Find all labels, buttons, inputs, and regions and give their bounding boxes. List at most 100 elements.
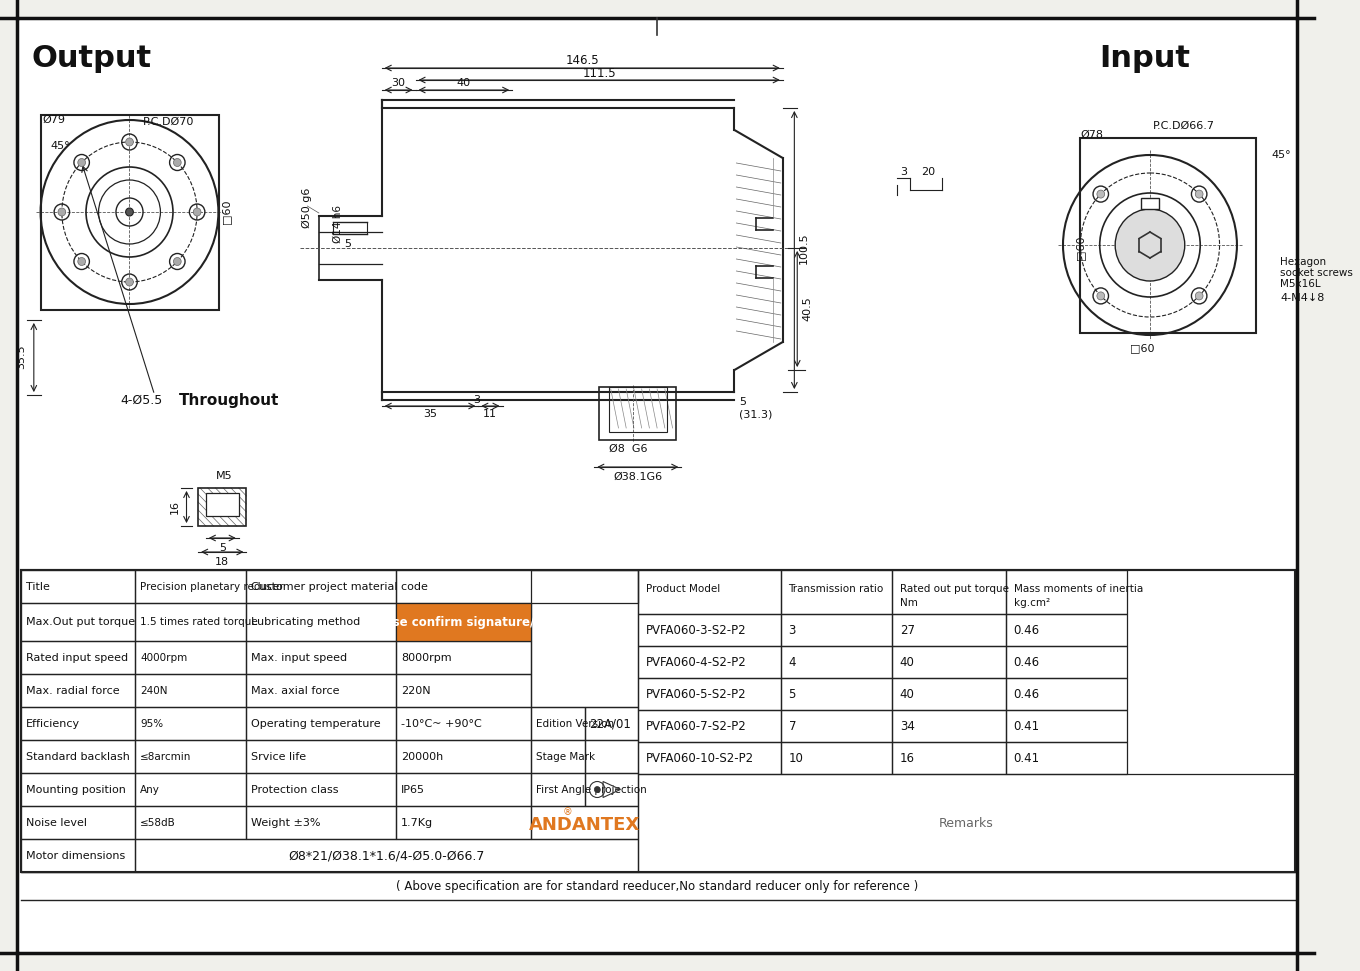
Text: 27: 27 [900, 623, 915, 637]
Text: PVFA060-10-S2-P2: PVFA060-10-S2-P2 [646, 752, 753, 764]
Text: Ø14 h6: Ø14 h6 [333, 205, 343, 243]
Text: 22A/01: 22A/01 [589, 717, 631, 730]
Text: Ø50 g6: Ø50 g6 [302, 187, 313, 228]
Text: 3: 3 [789, 623, 796, 637]
Text: P.C.DØ70: P.C.DØ70 [143, 117, 194, 127]
Text: 10: 10 [789, 752, 804, 764]
Circle shape [1098, 190, 1104, 198]
Text: 4-Ø5.5: 4-Ø5.5 [121, 393, 163, 407]
Text: 0.41: 0.41 [1013, 720, 1040, 732]
Text: 40.5: 40.5 [802, 296, 812, 321]
Text: 146.5: 146.5 [566, 53, 598, 66]
Circle shape [1115, 209, 1185, 281]
Text: 4000rpm: 4000rpm [140, 653, 188, 662]
Text: 16: 16 [170, 500, 180, 514]
Text: Efficiency: Efficiency [26, 719, 80, 728]
Text: 5: 5 [344, 239, 351, 249]
Text: 3: 3 [900, 167, 907, 177]
Circle shape [125, 278, 133, 286]
Text: □60: □60 [222, 200, 231, 224]
Text: 45°: 45° [1272, 150, 1292, 160]
Text: Lubricating method: Lubricating method [252, 617, 360, 627]
Text: 11: 11 [483, 409, 496, 419]
Text: PVFA060-4-S2-P2: PVFA060-4-S2-P2 [646, 655, 747, 668]
Text: Ø8  G6: Ø8 G6 [609, 444, 647, 454]
Text: 111.5: 111.5 [582, 66, 616, 80]
Text: Please confirm signature/date: Please confirm signature/date [363, 616, 564, 628]
Text: Stage Mark: Stage Mark [536, 752, 596, 761]
Text: kg.cm²: kg.cm² [1013, 598, 1050, 608]
Text: socket screws: socket screws [1280, 268, 1353, 278]
Circle shape [125, 208, 133, 216]
Text: 0.46: 0.46 [1013, 687, 1040, 700]
Text: Protection class: Protection class [252, 785, 339, 794]
Text: 5: 5 [740, 397, 747, 407]
Text: Operating temperature: Operating temperature [252, 719, 381, 728]
Polygon shape [18, 18, 1297, 953]
Text: 40: 40 [900, 655, 914, 668]
Text: □60: □60 [1076, 236, 1085, 260]
Text: Output: Output [31, 44, 152, 73]
Circle shape [78, 257, 86, 265]
Text: 100.5: 100.5 [800, 232, 809, 264]
Text: IP65: IP65 [401, 785, 426, 794]
Text: Weight ±3%: Weight ±3% [252, 818, 321, 827]
Text: 3: 3 [473, 395, 480, 405]
Text: 0.46: 0.46 [1013, 623, 1040, 637]
Text: P.C.DØ66.7: P.C.DØ66.7 [1153, 121, 1214, 131]
Text: Transmission ratio: Transmission ratio [789, 584, 884, 594]
Text: Nm: Nm [900, 598, 918, 608]
Text: 95%: 95% [140, 719, 163, 728]
Text: Ø38.1G6: Ø38.1G6 [613, 472, 662, 482]
Text: 4: 4 [789, 655, 796, 668]
Text: 35.5: 35.5 [16, 345, 26, 369]
Text: 7: 7 [789, 720, 796, 732]
Text: 5: 5 [219, 543, 226, 553]
Text: Product Model: Product Model [646, 584, 719, 594]
Polygon shape [396, 603, 532, 641]
Circle shape [1195, 292, 1204, 300]
Text: 1.5 times rated torque: 1.5 times rated torque [140, 617, 258, 627]
Text: 45°: 45° [50, 141, 69, 151]
Text: 1.7Kg: 1.7Kg [401, 818, 434, 827]
Text: -10°C~ +90°C: -10°C~ +90°C [401, 719, 481, 728]
Circle shape [125, 138, 133, 146]
Text: ≤58dB: ≤58dB [140, 818, 175, 827]
Text: Any: Any [140, 785, 160, 794]
Text: ANDANTEX: ANDANTEX [529, 816, 641, 833]
Text: Motor dimensions: Motor dimensions [26, 851, 125, 860]
Text: Mounting position: Mounting position [26, 785, 126, 794]
Text: PVFA060-5-S2-P2: PVFA060-5-S2-P2 [646, 687, 747, 700]
Text: 30: 30 [392, 78, 405, 88]
Text: Max. axial force: Max. axial force [252, 686, 340, 695]
Text: 20000h: 20000h [401, 752, 443, 761]
Text: First Angle projection: First Angle projection [536, 785, 647, 794]
Text: □60: □60 [1130, 343, 1155, 353]
Circle shape [1098, 292, 1104, 300]
Text: ®: ® [563, 808, 573, 818]
Text: PVFA060-3-S2-P2: PVFA060-3-S2-P2 [646, 623, 747, 637]
Text: M5x16L: M5x16L [1280, 279, 1321, 289]
Text: Rated input speed: Rated input speed [26, 653, 128, 662]
Circle shape [58, 208, 65, 216]
Text: Edition Version: Edition Version [536, 719, 615, 728]
Text: Ø8*21/Ø38.1*1.6/4-Ø5.0-Ø66.7: Ø8*21/Ø38.1*1.6/4-Ø5.0-Ø66.7 [288, 849, 484, 862]
Text: 220N: 220N [401, 686, 431, 695]
Polygon shape [205, 493, 239, 516]
Text: Rated out put torque: Rated out put torque [900, 584, 1009, 594]
Text: Ø79: Ø79 [42, 115, 65, 125]
Text: Customer project material code: Customer project material code [252, 582, 428, 591]
Text: 4-M4↓8: 4-M4↓8 [1280, 293, 1325, 303]
Text: 16: 16 [900, 752, 915, 764]
Circle shape [78, 158, 86, 166]
Text: Mass moments of inertia: Mass moments of inertia [1013, 584, 1142, 594]
Text: Remarks: Remarks [938, 817, 994, 829]
Text: Input: Input [1100, 44, 1190, 73]
Polygon shape [1141, 198, 1159, 209]
Circle shape [594, 787, 600, 792]
Text: Max. radial force: Max. radial force [26, 686, 120, 695]
Text: Ø78: Ø78 [1080, 130, 1103, 140]
Text: 40: 40 [457, 78, 471, 88]
Text: Srvice life: Srvice life [252, 752, 306, 761]
Text: 8000rpm: 8000rpm [401, 653, 452, 662]
